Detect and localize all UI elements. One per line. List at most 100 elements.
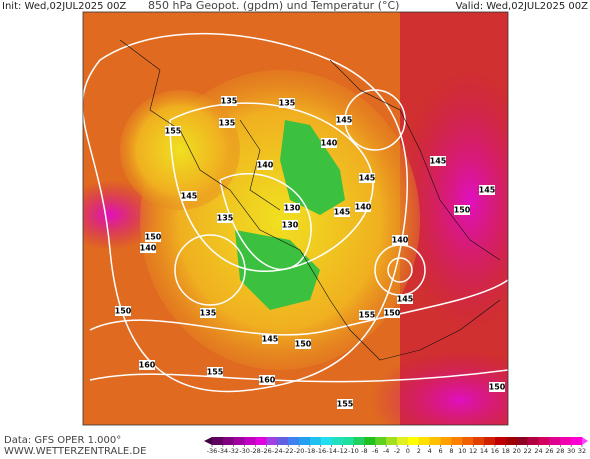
- contour-label-bg: [479, 185, 495, 195]
- colorbar-tick-label: -14: [326, 447, 337, 455]
- contour-label-bg: [279, 98, 295, 108]
- colorbar-segment: [429, 437, 441, 445]
- colorbar-tick-label: 26: [545, 447, 553, 455]
- colorbar-tick-label: -34: [218, 447, 229, 455]
- contour-label: 150: [295, 340, 312, 349]
- colorbar-segment: [571, 437, 583, 445]
- contour-label-bg: [384, 308, 400, 318]
- colorbar-tick-label: 20: [513, 447, 521, 455]
- contour-label: 140: [140, 244, 157, 253]
- contour-label-bg: [321, 138, 337, 148]
- contour-label-bg: [336, 115, 352, 125]
- colorbar-tick-label: -8: [361, 447, 367, 455]
- colorbar-segment: [418, 437, 430, 445]
- colorbar-segment: [320, 437, 333, 445]
- colorbar-tick-label: -4: [383, 447, 389, 455]
- contour-label-bg: [295, 339, 311, 349]
- colorbar-tick-label: -32: [228, 447, 239, 455]
- colorbar-segment: [494, 437, 507, 445]
- colorbar-tick-label: -30: [239, 447, 250, 455]
- colorbar-segment: [549, 437, 561, 445]
- contour-label: 130: [282, 221, 299, 230]
- colorbar-tick-label: -18: [305, 447, 316, 455]
- colorbar-tick-label: -24: [272, 447, 283, 455]
- contour-label-bg: [489, 382, 505, 392]
- contour-label: 140: [257, 161, 274, 170]
- contour-label-bg: [207, 367, 223, 377]
- contour-label: 150: [489, 383, 506, 392]
- contour-label: 145: [397, 295, 414, 304]
- contour-label-bg: [397, 294, 413, 304]
- colorbar-segment: [309, 437, 322, 445]
- colorbar-segment: [233, 437, 245, 445]
- map-title: 850 hPa Geopot. (gpdm) und Temperatur (°…: [148, 0, 399, 12]
- colorbar-segment: [473, 437, 485, 445]
- colorbar-tick-label: -26: [261, 447, 272, 455]
- colorbar-tick-label: 4: [428, 447, 432, 455]
- colorbar-tick-label: 32: [578, 447, 586, 455]
- contour-label-bg: [219, 118, 235, 128]
- colorbar-left-arrow: [204, 437, 212, 445]
- contour-label: 145: [430, 157, 447, 166]
- colorbar-tick-label: 24: [534, 447, 542, 455]
- contour-label-bg: [257, 160, 273, 170]
- contour-label: 145: [262, 335, 279, 344]
- colorbar-segment: [516, 437, 528, 445]
- colorbar-right-arrow: [582, 437, 588, 445]
- contour-label: 140: [355, 203, 372, 212]
- contour-label-bg: [181, 191, 197, 201]
- colorbar-segment: [407, 437, 420, 445]
- contour-label-bg: [221, 96, 237, 106]
- colorbar-tick-label: 22: [523, 447, 531, 455]
- contour-label: 145: [359, 174, 376, 183]
- contour-label-bg: [262, 334, 278, 344]
- contour-label-bg: [355, 202, 371, 212]
- contour-label: 160: [259, 376, 276, 385]
- colorbar-tick-label: -28: [250, 447, 261, 455]
- contour-label-bg: [200, 308, 216, 318]
- colorbar-tick-label: 2: [417, 447, 421, 455]
- contour-label: 155: [359, 311, 376, 320]
- contour-label-bg: [454, 205, 470, 215]
- contour-label: 155: [337, 400, 354, 409]
- website: WWW.WETTERZENTRALE.DE: [4, 446, 146, 455]
- colorbar-tick-label: -20: [294, 447, 305, 455]
- colorbar-segment: [277, 437, 289, 445]
- colorbar-segment: [397, 437, 409, 445]
- contour-label: 150: [454, 206, 471, 215]
- contour-label: 135: [217, 214, 234, 223]
- contour-label-bg: [359, 310, 375, 320]
- contour-label: 140: [321, 139, 338, 148]
- contour-label-bg: [259, 375, 275, 385]
- contour-label-bg: [392, 235, 408, 245]
- colorbar-tick-label: 8: [449, 447, 453, 455]
- contour-label: 145: [334, 208, 351, 217]
- colorbar-tick-label: -12: [337, 447, 348, 455]
- colorbar-segment: [255, 437, 267, 445]
- colorbar-segment: [560, 437, 572, 445]
- contour-label-bg: [139, 360, 155, 370]
- colorbar-segment: [451, 437, 463, 445]
- contour-label-bg: [334, 207, 350, 217]
- colorbar-segment: [527, 437, 539, 445]
- colorbar-segment: [462, 437, 474, 445]
- contour-label-bg: [359, 173, 375, 183]
- colorbar-segment: [342, 437, 354, 445]
- contour-label-bg: [284, 203, 300, 213]
- contour-label-bg: [165, 126, 181, 136]
- contour-label-bg: [115, 306, 131, 316]
- contour-label: 155: [165, 127, 182, 136]
- colorbar-segment: [375, 437, 387, 445]
- contour-label: 145: [181, 192, 198, 201]
- colorbar-segment: [386, 437, 398, 445]
- colorbar-segment: [222, 437, 235, 445]
- contour-label: 145: [479, 186, 496, 195]
- contour-label-bg: [337, 399, 353, 409]
- contour-label-bg: [140, 243, 156, 253]
- init-time: Init: Wed,02JUL2025 00Z: [2, 1, 126, 12]
- colorbar-tick-label: 28: [556, 447, 564, 455]
- colorbar-segment: [353, 437, 365, 445]
- colorbar-tick-label: 0: [406, 447, 410, 455]
- colorbar-segment: [212, 437, 224, 445]
